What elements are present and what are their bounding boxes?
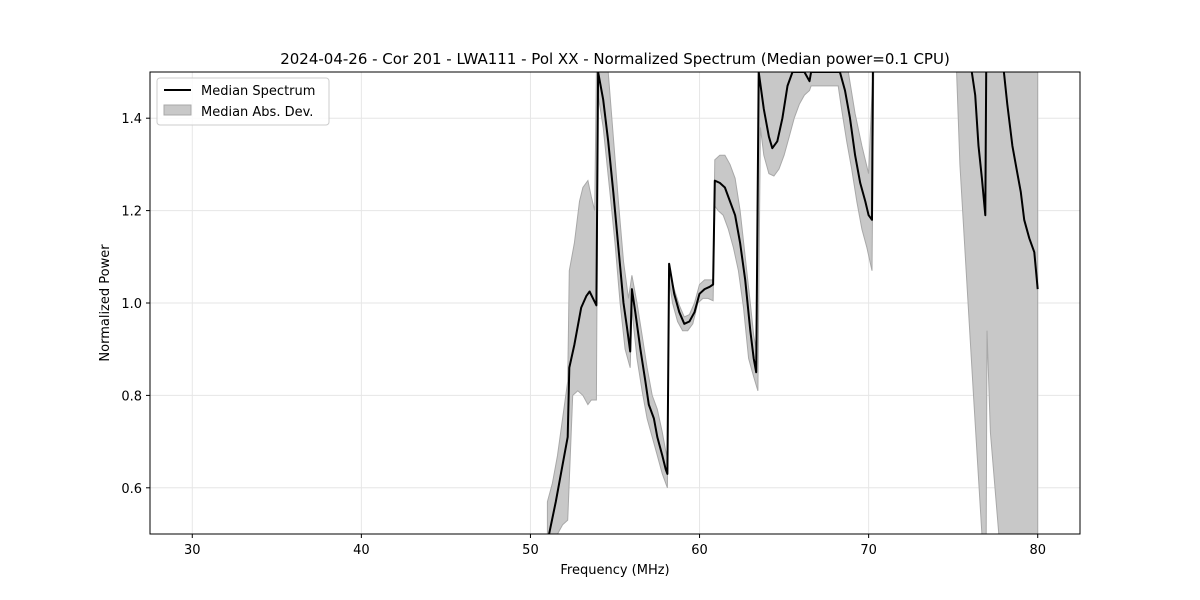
chart-title: 2024-04-26 - Cor 201 - LWA111 - Pol XX -… <box>280 50 950 68</box>
y-tick-label: 1.2 <box>121 205 142 220</box>
median-spectrum-line <box>970 72 988 217</box>
y-axis-ticks: 0.6 0.8 1.0 1.2 1.4 <box>121 112 150 497</box>
median-spectrum-line <box>1002 72 1039 290</box>
legend: Median Spectrum Median Abs. Dev. <box>156 77 330 126</box>
y-tick-label: 1.4 <box>121 112 142 127</box>
legend-band-swatch <box>163 104 192 116</box>
x-tick-label: 60 <box>691 543 708 558</box>
y-axis-label: Normalized Power <box>98 244 113 362</box>
median-lines <box>548 72 1039 534</box>
x-tick-label: 70 <box>860 543 877 558</box>
x-axis-label: Frequency (MHz) <box>560 563 669 578</box>
x-axis-ticks: 30 40 50 60 70 80 <box>184 534 1046 558</box>
legend-entry-median-abs-dev: Median Abs. Dev. <box>201 105 313 120</box>
mad-bands <box>546 72 1039 534</box>
mad-band-area <box>546 72 1039 534</box>
legend-box <box>156 77 330 126</box>
x-tick-label: 40 <box>353 543 370 558</box>
x-tick-label: 50 <box>522 543 539 558</box>
y-tick-label: 0.8 <box>121 389 142 404</box>
x-tick-label: 30 <box>184 543 201 558</box>
y-tick-label: 1.0 <box>121 297 142 312</box>
legend-entry-median-spectrum: Median Spectrum <box>201 84 315 99</box>
x-tick-label: 80 <box>1029 543 1046 558</box>
y-tick-label: 0.6 <box>121 482 142 497</box>
median-spectrum-line <box>548 72 874 534</box>
